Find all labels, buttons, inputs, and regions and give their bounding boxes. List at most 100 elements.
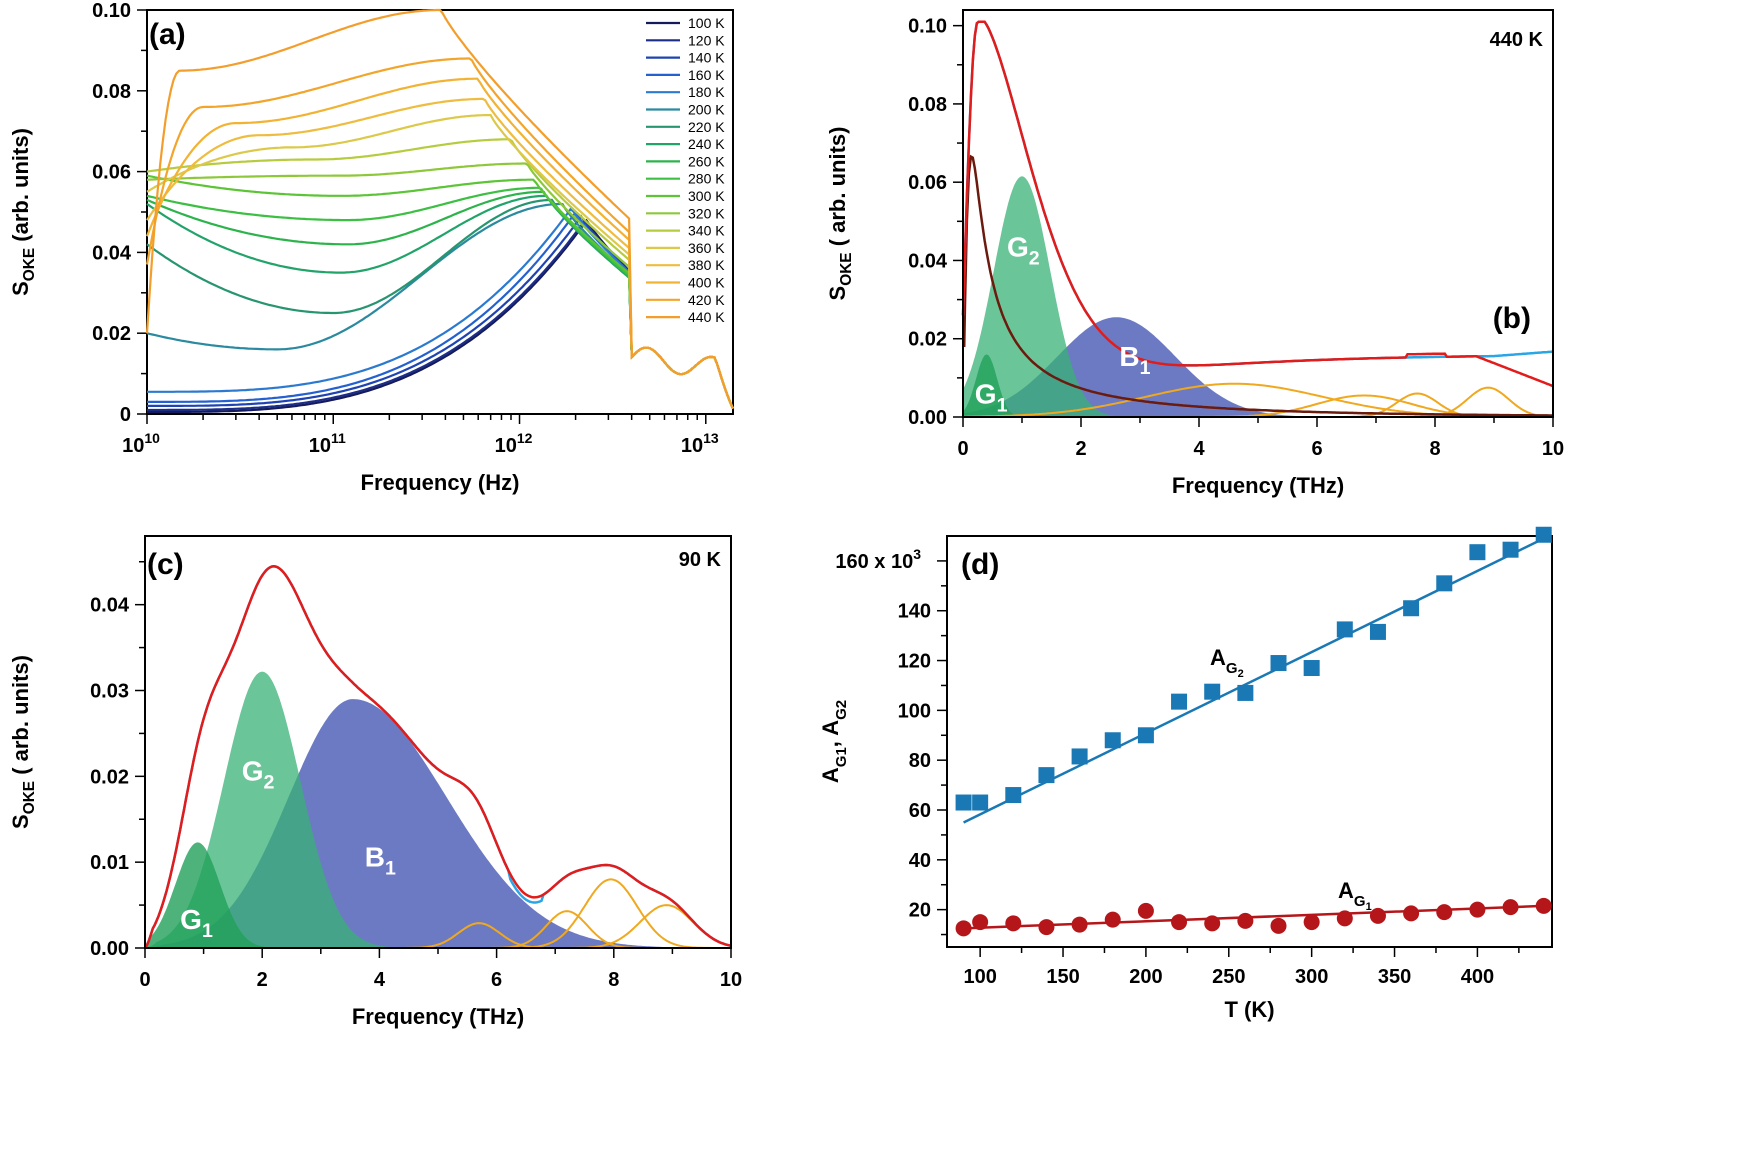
panel-d-x-tick-label: 150 <box>1046 966 1079 988</box>
panel-a-curve-320k <box>146 162 735 409</box>
panel-c-y-tick-label: 0.02 <box>90 766 129 788</box>
panel-a-label: (a) <box>149 18 186 51</box>
panel-d-point-g2 <box>1270 655 1287 672</box>
panel-c-x-tick-label: 6 <box>491 969 502 991</box>
panel-b-y-label: SOKE ( arb. units) <box>825 127 855 301</box>
panel-b-x-tick-label: 10 <box>1542 438 1564 460</box>
panel-b-x-tick-label: 2 <box>1075 438 1086 460</box>
panel-d-point-g1 <box>1469 901 1486 918</box>
panel-b-temperature: 440 K <box>1490 29 1544 51</box>
panel-d-point-g2 <box>1436 575 1453 592</box>
panel-a-legend-label: 120 K <box>688 32 725 48</box>
panel-d-point-g1 <box>1137 902 1154 919</box>
panel-b-fit-curve <box>961 20 1554 388</box>
panel-b-y-tick-label: 0.00 <box>908 407 947 429</box>
panel-c-y-tick-label: 0.03 <box>90 681 129 703</box>
panel-d-point-g1 <box>1369 907 1386 924</box>
panel-c-b1-label: B1 <box>365 841 396 879</box>
panel-c-x-tick-label: 10 <box>720 969 742 991</box>
panel-c-g1-label: G1 <box>180 904 213 942</box>
panel-d-point-g2 <box>972 794 989 811</box>
panel-c-g2-label: G2 <box>242 756 275 794</box>
panel-a-curve-200k <box>146 202 735 409</box>
panel-a-y-tick-label: 0 <box>120 404 131 426</box>
panel-d-x-tick-label: 250 <box>1212 966 1245 988</box>
panel-d-y-tick-label: 140 <box>898 601 931 623</box>
panel-c-g2-area <box>145 671 731 948</box>
panel-a-curve-240k <box>146 194 735 409</box>
panel-c-temperature: 90 K <box>679 549 722 571</box>
panel-a-legend-label: 180 K <box>688 84 725 100</box>
panel-b-x-tick-label: 0 <box>957 438 968 460</box>
panel-c-y-label: SOKE ( arb. units) <box>8 655 38 829</box>
panel-d-point-g2 <box>1005 787 1022 804</box>
panel-d-point-g1 <box>1270 917 1287 934</box>
panel-a-curve-340k <box>146 138 735 409</box>
panel-a-y-tick-label: 0.10 <box>92 0 131 22</box>
panel-c-x-tick-label: 4 <box>374 969 386 991</box>
panel-a-x-tick-label: 1011 <box>309 430 346 457</box>
panel-d-series-label-g2: AG2 <box>1210 645 1244 680</box>
panel-a-y-label: SOKE (arb. units) <box>8 128 38 296</box>
panel-c-fit-curve <box>143 565 732 949</box>
panel-d-point-g2 <box>1469 544 1486 561</box>
panel-b-x-tick-label: 6 <box>1311 438 1322 460</box>
panel-a-legend-label: 420 K <box>688 292 725 308</box>
panel-a-legend-label: 380 K <box>688 257 725 273</box>
panel-d-point-g2 <box>1502 541 1519 558</box>
panel-d-x-tick-label: 350 <box>1378 966 1411 988</box>
panel-d-y-tick-label: 20 <box>909 900 931 922</box>
panel-d-point-g1 <box>955 920 972 937</box>
panel-b-y-tick-label: 0.04 <box>908 250 948 272</box>
panel-a-curve-140k <box>147 214 735 409</box>
panel-c-x-tick-label: 2 <box>257 969 268 991</box>
panel-d-x-tick-label: 100 <box>963 966 996 988</box>
panel-d-point-g1 <box>1436 904 1453 921</box>
panel-b-y-tick-label: 0.10 <box>908 16 947 38</box>
panel-d-point-g2 <box>1303 660 1320 677</box>
panel-d-point-g2 <box>1237 684 1254 701</box>
panel-d-point-g1 <box>1535 897 1552 914</box>
panel-b-g2-area <box>963 176 1553 417</box>
panel-a-x-label: Frequency (Hz) <box>361 470 520 495</box>
panel-d-frame <box>946 535 1553 948</box>
panel-b-y-tick-label: 0.06 <box>908 172 947 194</box>
panel-a-curve-100k <box>147 218 735 414</box>
panel-b-label: (b) <box>1493 302 1531 335</box>
panel-d-y-label: AG1, AG2 <box>818 700 850 783</box>
panel-a-curve-160k <box>147 210 735 409</box>
panel-d-point-g1 <box>1005 915 1022 932</box>
panel-d-point-g1 <box>1237 912 1254 929</box>
panel-a-curve-440k <box>145 8 735 409</box>
panel-d-point-g1 <box>1336 910 1353 927</box>
panel-b-x-label: Frequency (THz) <box>1172 473 1344 498</box>
panel-d-point-g2 <box>1535 526 1552 543</box>
panel-d-point-g1 <box>1303 914 1320 931</box>
panel-b-x-tick-label: 4 <box>1193 438 1205 460</box>
panel-d-point-g2 <box>955 794 972 811</box>
panel-a-x-tick-label: 1010 <box>122 430 160 457</box>
panel-d-point-g1 <box>1171 914 1188 931</box>
panel-d-y-tick-label: 120 <box>898 651 931 673</box>
panel-a-y-tick-label: 0.02 <box>92 323 131 345</box>
panel-d-x-label: T (K) <box>1224 997 1274 1022</box>
panel-a-x-tick-label: 1012 <box>495 430 533 457</box>
panel-d-point-g2 <box>1171 693 1188 710</box>
panel-d-point-g2 <box>1204 683 1221 700</box>
panel-a-legend-label: 100 K <box>688 15 725 31</box>
panel-a-curve-120k <box>147 220 735 412</box>
panel-d-series-label-g1: AG1 <box>1338 878 1372 913</box>
panel-b-x-tick-label: 8 <box>1429 438 1440 460</box>
panel-a-legend-label: 340 K <box>688 223 725 239</box>
panel-a-legend-label: 220 K <box>688 119 725 135</box>
panel-c-g1-area <box>145 842 731 948</box>
panel-d-y-tick-label: 100 <box>898 700 931 722</box>
panel-c-y-tick-label: 0.01 <box>90 852 129 874</box>
panel-a-curve-260k <box>146 190 735 409</box>
panel-d-y-tick-label: 60 <box>909 800 931 822</box>
panel-c-x-label: Frequency (THz) <box>352 1004 524 1029</box>
panel-d-point-g2 <box>1104 732 1121 749</box>
panel-d-x-tick-label: 400 <box>1461 966 1494 988</box>
panel-d-point-g1 <box>1104 911 1121 928</box>
